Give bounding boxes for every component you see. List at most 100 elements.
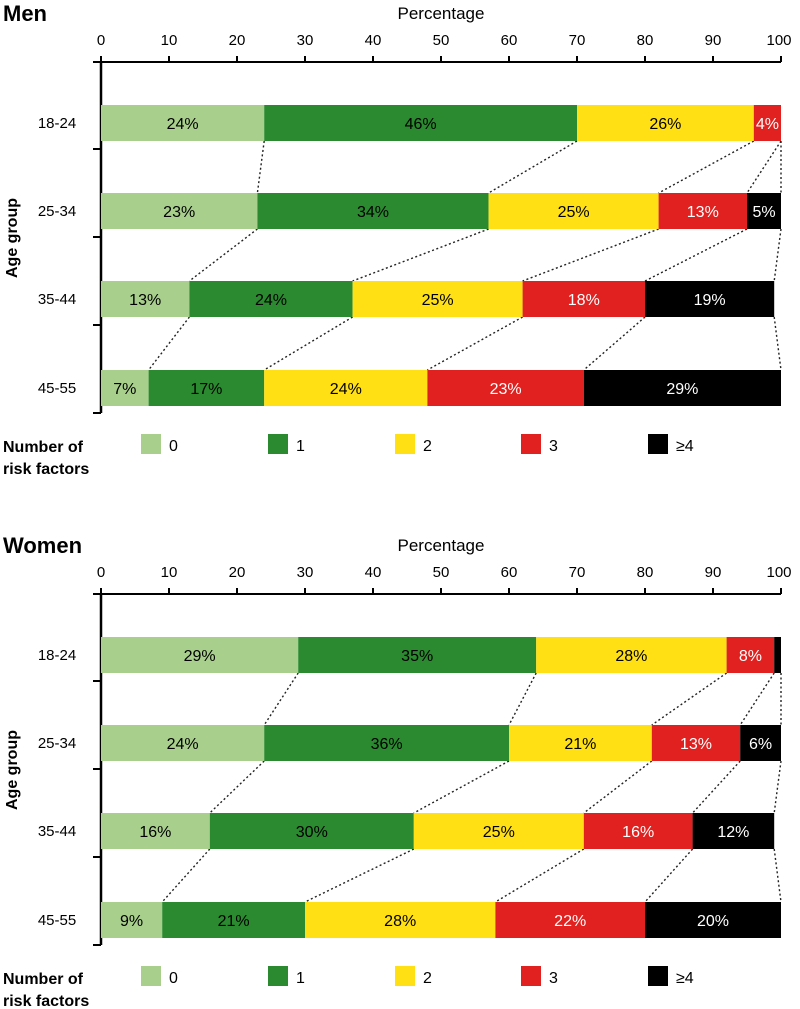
bar-segment-0-0 xyxy=(101,637,299,673)
x-axis-title: Percentage xyxy=(398,536,485,555)
bar-segment-0-1 xyxy=(298,637,537,673)
connector-line xyxy=(508,672,537,726)
bar-data-label: 28% xyxy=(384,913,416,930)
bar-data-label: 25% xyxy=(483,824,515,841)
age-group-label: 25-34 xyxy=(38,203,76,220)
bar-segment-2-2 xyxy=(352,281,523,317)
connector-line xyxy=(773,228,782,282)
x-tick-label: 20 xyxy=(229,564,246,581)
legend-label: 0 xyxy=(169,970,178,987)
x-tick-label: 10 xyxy=(161,564,178,581)
legend-label: ≥4 xyxy=(676,438,694,455)
legend-label: 1 xyxy=(296,438,305,455)
bar-data-label: 13% xyxy=(687,204,719,221)
bar-data-label: 13% xyxy=(680,736,712,753)
bar-segment-2-1 xyxy=(189,281,353,317)
x-tick-label: 100 xyxy=(766,32,791,49)
bar-segment-2-3 xyxy=(522,281,645,317)
connector-line xyxy=(263,316,353,371)
bar-segment-1-3 xyxy=(651,725,741,761)
x-tick-label: 80 xyxy=(637,564,654,581)
y-axis-title: Age group xyxy=(4,730,21,810)
x-tick-label: 80 xyxy=(637,32,654,49)
bar-data-label: 20% xyxy=(697,913,729,930)
bar-data-label: 36% xyxy=(371,736,403,753)
connector-line xyxy=(352,228,489,282)
bar-segment-1-4 xyxy=(747,193,781,229)
bar-data-label: 28% xyxy=(615,648,647,665)
bar-data-label: 24% xyxy=(255,292,287,309)
legend-title-line: risk factors xyxy=(3,993,89,1009)
bar-data-label: 29% xyxy=(184,648,216,665)
bar-segment-3-1 xyxy=(148,370,265,406)
x-tick-label: 30 xyxy=(297,32,314,49)
bar-data-label: 35% xyxy=(401,648,433,665)
bar-segment-3-4 xyxy=(645,902,781,938)
x-tick-label: 90 xyxy=(705,564,722,581)
bar-data-label: 29% xyxy=(666,381,698,398)
bar-data-label: 24% xyxy=(167,736,199,753)
bar-segment-0-3 xyxy=(726,637,775,673)
bar-segment-2-3 xyxy=(583,813,693,849)
connector-line xyxy=(644,228,748,282)
bar-data-label: 17% xyxy=(190,381,222,398)
bar-segment-2-0 xyxy=(101,813,210,849)
bar-segment-2-4 xyxy=(692,813,775,849)
bar-data-label: 19% xyxy=(694,292,726,309)
connector-line xyxy=(188,228,258,282)
x-tick-label: 70 xyxy=(569,32,586,49)
connector-line xyxy=(773,316,782,371)
bar-data-label: 5% xyxy=(752,204,775,221)
bar-segment-2-4 xyxy=(645,281,775,317)
connector-line xyxy=(773,760,782,814)
connector-line xyxy=(161,848,211,903)
x-tick-label: 90 xyxy=(705,32,722,49)
x-tick-label: 50 xyxy=(433,32,450,49)
bar-data-label: 8% xyxy=(739,648,762,665)
legend-label: 3 xyxy=(549,438,558,455)
age-group-label: 45-55 xyxy=(38,912,76,929)
x-tick-label: 40 xyxy=(365,564,382,581)
bar-segment-1-4 xyxy=(740,725,781,761)
age-group-label: 45-55 xyxy=(38,380,76,397)
legend-label: 2 xyxy=(423,438,432,455)
legend-label: 1 xyxy=(296,970,305,987)
connector-line xyxy=(651,672,727,726)
connector-line xyxy=(263,672,299,726)
x-tick-label: 10 xyxy=(161,32,178,49)
connector-line xyxy=(773,848,782,903)
x-tick-label: 30 xyxy=(297,564,314,581)
x-tick-label: 20 xyxy=(229,32,246,49)
bar-data-label: 6% xyxy=(749,736,772,753)
legend-swatch xyxy=(395,966,415,986)
bar-segment-1-0 xyxy=(101,725,265,761)
bar-data-label: 34% xyxy=(357,204,389,221)
legend-swatch xyxy=(521,434,541,454)
connector-line xyxy=(256,140,265,194)
bar-segment-0-4 xyxy=(774,637,781,673)
bar-segment-3-4 xyxy=(583,370,781,406)
bar-data-label: 24% xyxy=(167,116,199,133)
legend-swatch xyxy=(395,434,415,454)
bar-segment-0-2 xyxy=(536,637,727,673)
bar-data-label: 46% xyxy=(405,116,437,133)
bar-segment-3-2 xyxy=(264,370,428,406)
bar-data-label: 7% xyxy=(113,381,136,398)
x-tick-label: 40 xyxy=(365,32,382,49)
bar-segment-3-0 xyxy=(101,902,163,938)
bar-segment-1-2 xyxy=(509,725,652,761)
chart-title: Men xyxy=(3,1,47,26)
bar-data-label: 25% xyxy=(422,292,454,309)
age-group-label: 18-24 xyxy=(38,647,76,664)
bar-data-label: 16% xyxy=(139,824,171,841)
bar-data-label: 12% xyxy=(717,824,749,841)
legend-swatch xyxy=(268,966,288,986)
bar-data-label: 21% xyxy=(218,913,250,930)
legend-swatch xyxy=(268,434,288,454)
bar-data-label: 16% xyxy=(622,824,654,841)
connector-line xyxy=(746,140,782,194)
connector-line xyxy=(583,316,646,371)
x-tick-label: 0 xyxy=(97,32,105,49)
